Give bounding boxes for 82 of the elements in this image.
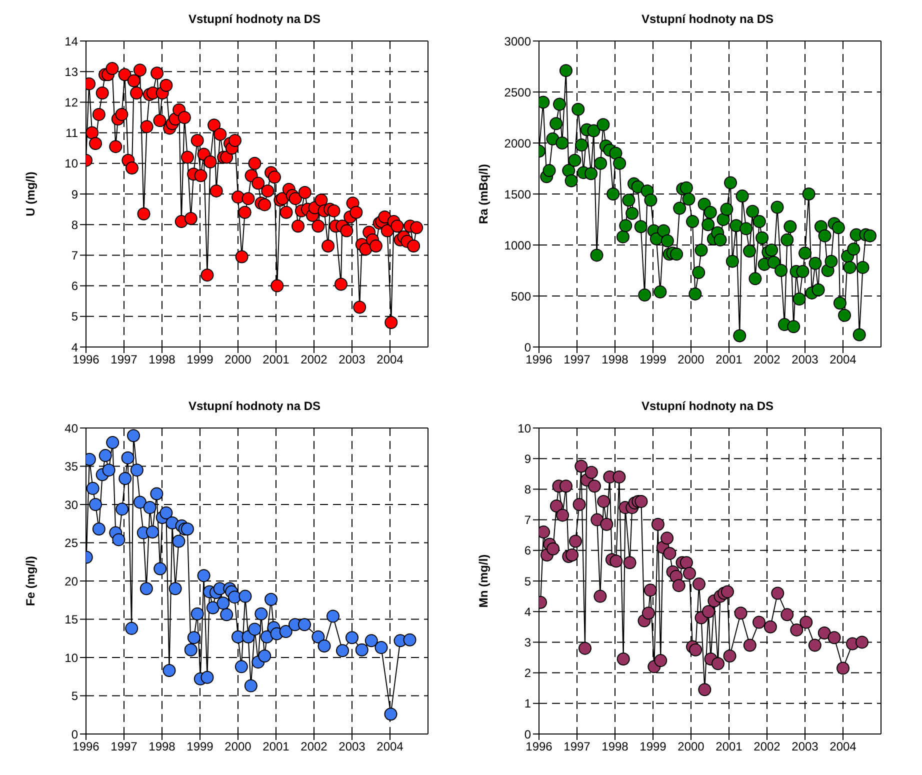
y-tick-label: 0 — [524, 727, 532, 742]
y-tick-label: 5 — [71, 689, 78, 704]
y-tick-label: 7 — [71, 248, 78, 262]
x-tick-label: 2000 — [224, 352, 252, 367]
y-axis-title: Mn (mg/l) — [476, 554, 490, 608]
y-tick-label: 500 — [510, 289, 532, 304]
y-tick-label: 40 — [64, 421, 78, 436]
x-tick-label: 2004 — [376, 352, 404, 367]
y-tick-label: 5 — [71, 310, 78, 324]
y-tick-label: 8 — [524, 482, 532, 496]
x-tick-label: 2002 — [754, 740, 781, 754]
y-tick-label: 0 — [524, 340, 532, 354]
y-tick-label: 3 — [524, 635, 532, 650]
x-tick-label: 2004 — [830, 740, 857, 754]
y-tick-label: 6 — [524, 544, 532, 558]
x-tick-label: 2003 — [792, 740, 819, 754]
x-tick-label: 2001 — [716, 740, 743, 754]
y-tick-label: 11 — [66, 126, 78, 140]
x-tick-label: 1996 — [72, 740, 100, 754]
x-tick-label: 1999 — [640, 740, 667, 754]
y-tick-label: 10 — [64, 650, 78, 665]
y-tick-label: 2000 — [504, 136, 532, 150]
x-tick-label: 2000 — [678, 352, 705, 367]
chart-title: Vstupní hodnoty na DS — [188, 398, 322, 415]
y-tick-label: 9 — [524, 452, 532, 466]
x-tick-label: 1998 — [148, 740, 176, 754]
y-tick-label: 20 — [64, 574, 78, 588]
chart-title: Vstupní hodnoty na DS — [640, 398, 774, 415]
x-tick-label: 2001 — [262, 352, 290, 367]
y-tick-label: 1 — [524, 696, 532, 711]
y-axis-title: U (mg/l) — [23, 172, 38, 216]
x-tick-label: 2001 — [262, 740, 290, 754]
x-tick-label: 1997 — [564, 740, 591, 754]
y-tick-label: 4 — [524, 604, 532, 619]
y-tick-label: 10 — [518, 421, 532, 436]
x-tick-label: 2002 — [300, 352, 328, 367]
y-tick-label: 5 — [524, 574, 532, 588]
y-tick-label: 6 — [71, 279, 78, 294]
x-tick-label: 1998 — [602, 352, 629, 367]
y-tick-label: 15 — [64, 612, 78, 627]
y-tick-label: 25 — [64, 536, 78, 550]
x-tick-label: 2003 — [338, 352, 366, 367]
x-tick-label: 1999 — [186, 352, 214, 367]
x-tick-label: 1997 — [110, 740, 138, 754]
y-axis-title: Fe (mg/l) — [23, 556, 38, 606]
x-tick-label: 2002 — [754, 352, 781, 367]
x-tick-label: 2004 — [830, 352, 857, 367]
x-tick-label: 1998 — [148, 352, 176, 367]
x-tick-label: 2002 — [300, 740, 328, 754]
y-tick-label: 3000 — [504, 34, 532, 48]
x-tick-label: 1999 — [640, 352, 667, 367]
x-tick-label: 2003 — [338, 740, 366, 754]
y-tick-label: 1500 — [504, 187, 532, 202]
y-tick-label: 4 — [71, 340, 78, 354]
y-tick-label: 0 — [71, 727, 78, 742]
x-tick-label: 2001 — [716, 352, 743, 367]
y-tick-label: 1000 — [504, 238, 532, 252]
x-tick-label: 2000 — [224, 740, 252, 754]
y-tick-label: 9 — [71, 187, 78, 202]
x-tick-label: 2003 — [792, 352, 819, 367]
y-tick-label: 7 — [524, 513, 532, 528]
y-tick-label: 8 — [71, 218, 78, 232]
y-tick-label: 13 — [64, 64, 78, 79]
x-tick-label: 1996 — [526, 352, 553, 367]
y-tick-label: 2500 — [504, 85, 532, 100]
x-tick-label: 2000 — [678, 740, 705, 754]
x-tick-label: 1997 — [110, 352, 138, 367]
x-tick-label: 1996 — [526, 740, 553, 754]
x-tick-label: 1996 — [72, 352, 100, 367]
y-tick-label: 2 — [524, 666, 532, 680]
y-axis-title: Ra (mBq/l) — [476, 164, 490, 224]
y-tick-label: 10 — [64, 156, 78, 171]
x-tick-label: 1999 — [186, 740, 214, 754]
y-tick-label: 12 — [64, 95, 78, 110]
x-tick-label: 1997 — [564, 352, 591, 367]
chart-title: Vstupní hodnoty na DS — [640, 11, 774, 28]
chart-title: Vstupní hodnoty na DS — [188, 11, 322, 28]
y-tick-label: 30 — [64, 498, 78, 512]
x-tick-label: 1998 — [602, 740, 629, 754]
y-tick-label: 35 — [64, 460, 78, 474]
x-tick-label: 2004 — [376, 740, 404, 754]
y-tick-label: 14 — [64, 34, 78, 48]
